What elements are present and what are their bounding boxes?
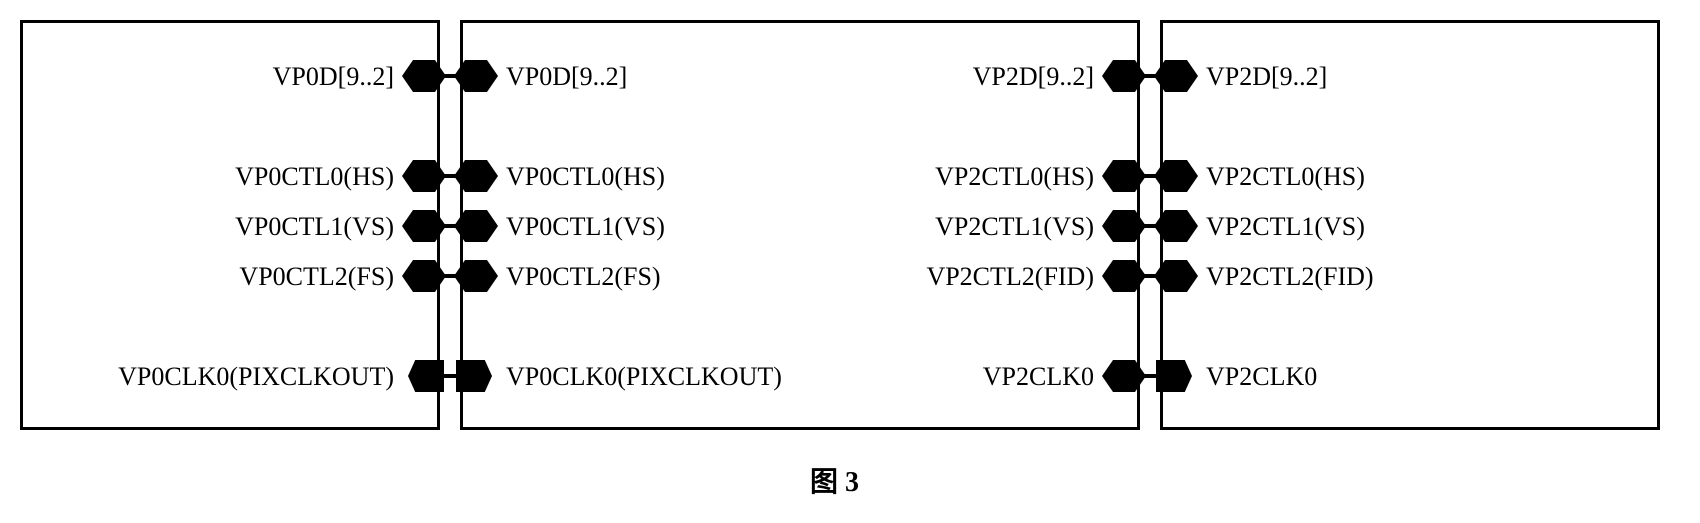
label-vp2c2_r: VP2CTL2(FID) bbox=[1206, 262, 1374, 292]
wire bbox=[442, 274, 458, 278]
label-vp0c0: VP0CTL0(HS) bbox=[235, 162, 394, 192]
label-vp2d_r: VP2D[9..2] bbox=[1206, 62, 1327, 92]
label-vp0c2_c: VP0CTL2(FS) bbox=[506, 262, 661, 292]
wire bbox=[1142, 274, 1158, 278]
label-vp2d_c: VP2D[9..2] bbox=[973, 62, 1094, 92]
block-diagram: VP0D[9..2] VP0CTL0(HS) VP0CTL1(VS) VP0CTL2(… bbox=[20, 20, 1680, 503]
figure-caption: 图 3 bbox=[810, 460, 859, 500]
label-vp2clk_c: VP2CLK0 bbox=[983, 362, 1094, 392]
label-vp2c0_c: VP2CTL0(HS) bbox=[935, 162, 1094, 192]
label-vp0c2: VP0CTL2(FS) bbox=[239, 262, 394, 292]
label-vp2clk_r: VP2CLK0 bbox=[1206, 362, 1317, 392]
label-vp0d: VP0D[9..2] bbox=[273, 62, 394, 92]
label-vp0c1_c: VP0CTL1(VS) bbox=[506, 212, 665, 242]
label-vp2c0_r: VP2CTL0(HS) bbox=[1206, 162, 1365, 192]
wire bbox=[1142, 224, 1158, 228]
wire bbox=[442, 74, 458, 78]
label-vp2c2_c: VP2CTL2(FID) bbox=[926, 262, 1094, 292]
wire bbox=[1142, 174, 1158, 178]
pin-vp0clk bbox=[408, 360, 444, 392]
label-vp0clk_c: VP0CLK0(PIXCLKOUT) bbox=[506, 362, 782, 392]
wire bbox=[442, 174, 458, 178]
pin-vp2clk_r bbox=[1156, 360, 1192, 392]
label-vp2c1_c: VP2CTL1(VS) bbox=[935, 212, 1094, 242]
label-vp2c1_r: VP2CTL1(VS) bbox=[1206, 212, 1365, 242]
wire bbox=[442, 374, 458, 378]
wire bbox=[1142, 374, 1158, 378]
wire bbox=[442, 224, 458, 228]
pin-vp0clk_c bbox=[456, 360, 492, 392]
label-vp0c1: VP0CTL1(VS) bbox=[235, 212, 394, 242]
label-vp0clk: VP0CLK0(PIXCLKOUT) bbox=[118, 362, 394, 392]
label-vp0c0_c: VP0CTL0(HS) bbox=[506, 162, 665, 192]
wire bbox=[1142, 74, 1158, 78]
label-vp0d_c: VP0D[9..2] bbox=[506, 62, 627, 92]
